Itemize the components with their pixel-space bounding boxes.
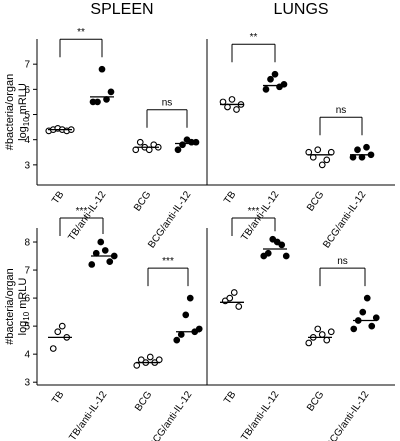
x-tick-label: TB/anti-IL-12	[66, 189, 108, 243]
y-tick-label: 3	[24, 160, 30, 171]
y-tick-label: 8	[24, 238, 30, 249]
significance-label: ***	[248, 206, 260, 217]
x-tick-label: TB	[50, 389, 67, 406]
x-tick-label: BCG/anti-IL-12	[324, 389, 372, 441]
y-tick-label: 7	[24, 60, 30, 71]
y-tick-label: 4	[24, 135, 30, 146]
data-point	[230, 289, 238, 296]
data-point	[350, 325, 358, 333]
panel-title: SPLEEN	[90, 1, 153, 18]
data-point	[146, 353, 154, 361]
data-point	[235, 303, 243, 310]
data-point	[305, 339, 313, 347]
y-axis-label: #bacteria/organ	[4, 74, 16, 150]
x-tick-label: TB/anti-IL-12	[67, 389, 109, 441]
data-point	[354, 146, 361, 154]
significance-label: **	[250, 32, 258, 43]
data-point	[226, 294, 234, 302]
data-point	[278, 241, 286, 249]
data-point	[49, 345, 57, 352]
y-tick-label: 7	[24, 266, 30, 277]
data-point	[97, 238, 105, 246]
y-axis-label: log10 mRLU	[17, 278, 31, 336]
x-tick-label: BCG	[133, 389, 155, 413]
data-point	[282, 252, 290, 260]
x-tick-label: BCG	[132, 189, 154, 213]
y-tick-label: 5	[24, 110, 30, 121]
data-point	[363, 294, 371, 302]
panel-title: LUNGS	[273, 1, 328, 18]
y-tick-label: 5	[24, 322, 30, 333]
data-point	[136, 138, 144, 146]
y-tick-label: 6	[24, 294, 30, 305]
data-point	[233, 106, 240, 113]
data-point	[323, 156, 331, 164]
data-point	[106, 258, 114, 265]
x-tick-label: TB	[222, 189, 239, 206]
significance-label: **	[77, 27, 85, 38]
data-point	[192, 138, 200, 146]
data-point	[372, 314, 380, 322]
data-point	[195, 325, 203, 333]
data-point	[359, 308, 367, 316]
data-point	[280, 80, 288, 88]
y-label-part: mRLU	[17, 278, 29, 309]
x-tick-label: TB	[50, 189, 67, 206]
significance-label: ***	[162, 256, 174, 267]
y-tick-label: 3	[24, 378, 30, 389]
data-point	[228, 96, 236, 103]
x-tick-label: BCG	[305, 189, 327, 213]
data-point	[58, 322, 66, 330]
data-point	[323, 336, 331, 344]
data-point	[314, 325, 322, 333]
data-point	[101, 247, 109, 254]
data-point	[174, 146, 182, 154]
significance-label: ns	[162, 98, 173, 109]
x-tick-label: TB/anti-IL-12	[239, 389, 281, 441]
data-point	[318, 161, 326, 169]
data-point	[327, 328, 335, 336]
data-point	[267, 75, 274, 83]
data-point	[98, 65, 106, 73]
data-point	[177, 331, 185, 338]
y-axis-label: log10 mRLU	[17, 83, 31, 141]
x-tick-label: TB	[222, 389, 239, 406]
data-point	[92, 249, 100, 257]
data-point	[179, 141, 186, 149]
y-tick-label: 6	[24, 85, 30, 96]
x-tick-label: BCG/anti-IL-12	[146, 189, 194, 250]
data-point	[314, 146, 322, 154]
data-point	[88, 261, 96, 268]
data-point	[155, 356, 163, 364]
data-point	[262, 85, 270, 93]
x-tick-label: BCG/anti-IL-12	[321, 189, 369, 250]
x-tick-label: TB/anti-IL-12	[239, 189, 281, 243]
significance-label: ns	[337, 256, 348, 267]
data-point	[94, 98, 101, 106]
data-point	[182, 311, 190, 319]
data-point	[368, 322, 376, 330]
data-point	[186, 294, 194, 302]
data-point	[264, 249, 272, 257]
y-label-part: log	[17, 126, 29, 141]
data-point	[271, 70, 279, 78]
significance-label: ***	[76, 206, 88, 217]
data-point	[133, 362, 141, 369]
y-label-part: mRLU	[17, 83, 29, 114]
data-point	[318, 331, 326, 338]
data-point	[54, 328, 62, 336]
x-tick-label: BCG	[305, 389, 327, 413]
data-point	[173, 336, 181, 344]
data-point	[107, 88, 115, 96]
y-label-sub: 10	[22, 311, 31, 320]
x-tick-label: BCG/anti-IL-12	[147, 389, 195, 441]
y-label-part: log	[17, 321, 29, 336]
y-tick-label: 4	[24, 350, 30, 361]
significance-label: ns	[336, 105, 347, 116]
data-point	[363, 143, 370, 151]
y-axis-label: #bacteria/organ	[4, 268, 16, 344]
y-label-sub: 10	[22, 117, 31, 126]
